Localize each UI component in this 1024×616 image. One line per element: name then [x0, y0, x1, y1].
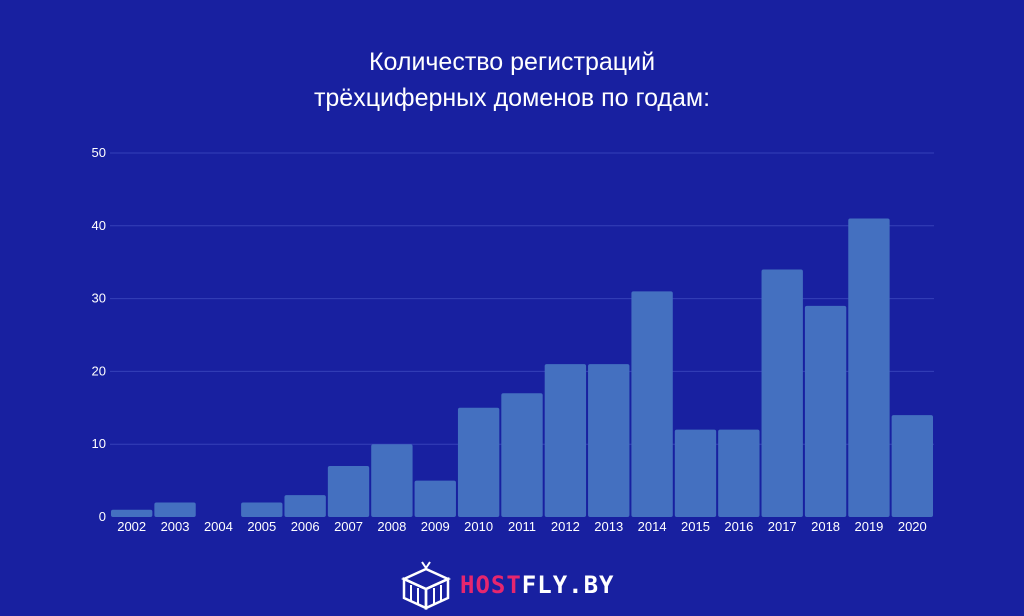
x-tick-label: 2016: [724, 519, 753, 534]
bar-2018: [804, 305, 847, 517]
bar-2003: [154, 502, 196, 517]
x-tick-label: 2015: [681, 519, 710, 534]
x-tick-label: 2004: [204, 519, 233, 534]
bar-2012: [544, 364, 587, 517]
x-tick-label: 2009: [421, 519, 450, 534]
x-tick-label: 2008: [377, 519, 406, 534]
x-tick-label: 2014: [638, 519, 667, 534]
hostfly-logo-text: HOSTFLY.BY: [460, 560, 615, 610]
logo-text-host: HOST: [460, 571, 522, 599]
bar-2005: [241, 502, 283, 517]
bar-2015: [674, 429, 717, 517]
bar-2014: [631, 291, 673, 517]
y-tick-label: 40: [92, 218, 106, 233]
bar-2007: [327, 466, 370, 517]
bar-2016: [718, 429, 760, 517]
bar-2017: [761, 269, 803, 517]
x-tick-label: 2017: [768, 519, 797, 534]
x-tick-label: 2012: [551, 519, 580, 534]
x-tick-label: 2002: [117, 519, 146, 534]
bar-2002: [111, 509, 153, 517]
label-layer: 0 10 20 30 40 50 2002 2003 2004 2005 2006 2007 2008 2…: [92, 145, 927, 534]
bar-layer: [111, 218, 933, 517]
x-tick-label: 2020: [898, 519, 927, 534]
bar-2006: [284, 495, 326, 517]
logo-text-fly: FLY.BY: [521, 571, 615, 599]
x-tick-label: 2019: [854, 519, 883, 534]
x-tick-label: 2006: [291, 519, 320, 534]
bar-2013: [588, 364, 630, 517]
x-tick-label: 2003: [161, 519, 190, 534]
chart-title-line-2: трёхциферных доменов по годам:: [313, 84, 711, 112]
chart-title: Количество регистраций трёхциферных доме…: [0, 44, 1024, 116]
bar-2020: [891, 415, 933, 517]
bar-2009: [414, 480, 456, 517]
x-tick-label: 2013: [594, 519, 623, 534]
hostfly-logo-icon: [400, 561, 452, 610]
x-tick-label: 2018: [811, 519, 840, 534]
x-tick-label: 2007: [334, 519, 363, 534]
bar-2011: [501, 393, 543, 517]
y-tick-label: 20: [92, 363, 106, 378]
bar-2019: [848, 218, 890, 517]
x-tick-label: 2011: [508, 519, 536, 534]
y-tick-label: 0: [99, 509, 106, 524]
y-tick-label: 10: [92, 436, 106, 451]
y-tick-label: 50: [92, 145, 106, 160]
hostfly-logo: HOSTFLY.BY: [398, 560, 615, 610]
y-tick-label: 30: [92, 291, 106, 306]
x-tick-label: 2010: [464, 519, 493, 534]
x-tick-label: 2005: [247, 519, 276, 534]
bar-2010: [457, 407, 500, 517]
chart-title-line-1: Количество регистраций: [368, 48, 656, 76]
bar-2008: [371, 444, 413, 517]
bar-chart: 0 10 20 30 40 50 2002 2003 2004 2005 2006 2007 2008 2…: [92, 145, 934, 534]
